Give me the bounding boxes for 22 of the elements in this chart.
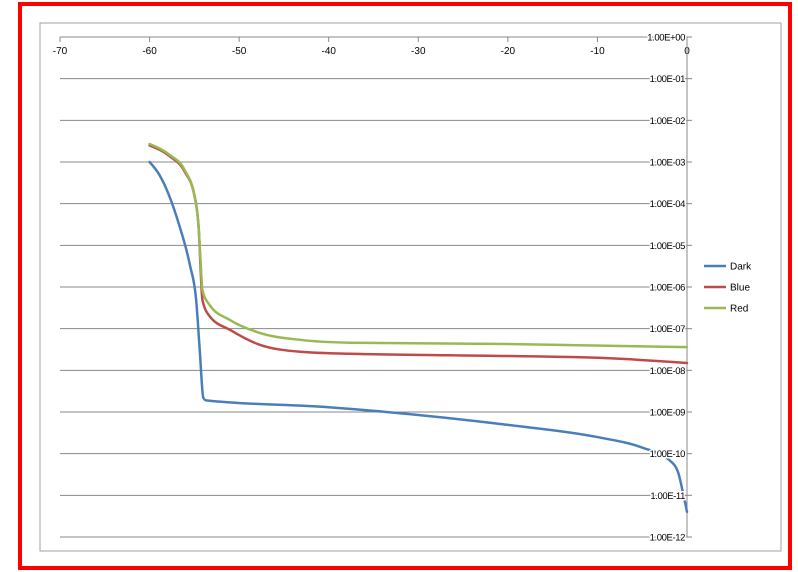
x-tick-label: -40 (321, 46, 336, 57)
x-tick-label: -60 (142, 46, 158, 57)
y-tick-label: 1.00E-03 (650, 158, 686, 168)
y-tick-label: 1.00E-05 (650, 240, 686, 252)
x-tick-label: -30 (411, 46, 426, 57)
y-tick-label: 1.00E+00 (647, 32, 686, 44)
y-tick-label: 1.00E-09 (650, 408, 686, 418)
legend-label: Blue (730, 282, 750, 294)
y-tick-label: 1.00E-04 (650, 199, 686, 210)
y-tick-label: 1.00E-01 (650, 74, 686, 86)
x-tick-label: -50 (232, 46, 247, 57)
y-tick-label: 1.00E-12 (650, 532, 686, 544)
x-tick-label: -70 (52, 46, 68, 57)
y-tick-label: 1.00E-06 (650, 282, 686, 294)
line-series (148, 160, 688, 514)
x-tick-label: -10 (590, 46, 606, 57)
y-tick-label: 1.00E-07 (650, 324, 686, 336)
x-tick-label: -20 (500, 46, 516, 57)
y-tick-label: 1.00E-02 (650, 116, 686, 127)
legend-label: Red (730, 304, 748, 314)
legend-label: Dark (730, 262, 752, 272)
y-tick-label: 1.00E-08 (650, 366, 686, 377)
